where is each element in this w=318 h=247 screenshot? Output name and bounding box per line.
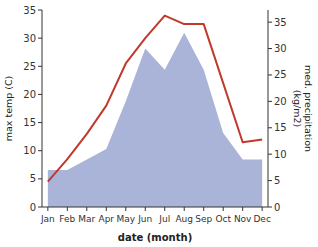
y2-tick bbox=[268, 22, 272, 23]
x-tick bbox=[67, 207, 68, 211]
x-tick-label: Jun bbox=[137, 214, 152, 224]
temp-line bbox=[48, 16, 262, 182]
y-tick-label: 20 bbox=[23, 89, 36, 100]
y-axis-line bbox=[42, 10, 43, 207]
y2-tick bbox=[268, 74, 272, 75]
y-tick-label: 30 bbox=[23, 33, 36, 44]
x-tick bbox=[164, 207, 165, 211]
y2-tick bbox=[268, 207, 272, 208]
y-tick bbox=[38, 150, 42, 151]
x-tick-label: Mar bbox=[78, 214, 95, 224]
y2-tick-label: 30 bbox=[274, 43, 287, 54]
y2-tick bbox=[268, 180, 272, 181]
y2-tick-label: 25 bbox=[274, 69, 287, 80]
x-tick bbox=[242, 207, 243, 211]
x-tick bbox=[47, 207, 48, 211]
y-tick-label: 0 bbox=[30, 202, 36, 213]
x-tick-label: Aug bbox=[175, 214, 193, 224]
y2-tick bbox=[268, 127, 272, 128]
x-tick-label: Jul bbox=[158, 214, 170, 224]
x-axis-line bbox=[42, 207, 268, 208]
x-tick-label: Feb bbox=[59, 214, 75, 224]
y2-tick bbox=[268, 48, 272, 49]
x-tick-label: Sep bbox=[195, 214, 212, 224]
y2-axis-label-line: (kg/m2) bbox=[292, 90, 303, 127]
x-tick-label: Nov bbox=[234, 214, 252, 224]
y-tick bbox=[38, 122, 42, 123]
y-tick-label: 15 bbox=[23, 117, 36, 128]
x-tick bbox=[145, 207, 146, 211]
y-tick-label: 35 bbox=[23, 5, 36, 16]
x-tick bbox=[86, 207, 87, 211]
y2-axis-line bbox=[268, 10, 269, 207]
y2-tick-label: 35 bbox=[274, 17, 287, 28]
x-tick bbox=[203, 207, 204, 211]
y-tick bbox=[38, 94, 42, 95]
y-tick bbox=[38, 10, 42, 11]
y2-tick-label: 5 bbox=[274, 175, 280, 186]
x-tick bbox=[106, 207, 107, 211]
chart: 0 5 10 15 20 25 30 35 0 5 10 15 20 25 30 35 Jan FebMar Apr… bbox=[0, 0, 318, 247]
y-axis-label: max temp (C) bbox=[3, 76, 14, 142]
y2-tick bbox=[268, 154, 272, 155]
y2-axis-label-line: med. precipitation bbox=[303, 65, 314, 152]
precip-area bbox=[48, 33, 262, 207]
y-tick bbox=[38, 207, 42, 208]
x-tick bbox=[262, 207, 263, 211]
x-tick-label: Jan bbox=[40, 214, 55, 224]
y-tick bbox=[38, 178, 42, 179]
x-tick-label: May bbox=[116, 214, 135, 224]
y2-tick-label: 0 bbox=[274, 202, 280, 213]
x-tick bbox=[125, 207, 126, 211]
y-tick-label: 5 bbox=[30, 173, 36, 184]
y-tick bbox=[38, 66, 42, 67]
y2-tick-label: 20 bbox=[274, 96, 287, 107]
x-axis-label: date (month) bbox=[118, 232, 192, 243]
y2-tick-label: 15 bbox=[274, 122, 287, 133]
plot-area bbox=[48, 16, 262, 207]
x-tick-label: Apr bbox=[99, 214, 115, 224]
y-tick-label: 25 bbox=[23, 61, 36, 72]
y2-tick-label: 10 bbox=[274, 149, 287, 160]
x-tick-label: Dec bbox=[253, 214, 270, 224]
y2-tick bbox=[268, 101, 272, 102]
y-tick bbox=[38, 38, 42, 39]
x-tick bbox=[184, 207, 185, 211]
x-tick-label: Oct bbox=[215, 214, 231, 224]
x-tick bbox=[223, 207, 224, 211]
y2-axis-label: med. precipitation(kg/m2) bbox=[292, 65, 314, 152]
y-tick-label: 10 bbox=[23, 145, 36, 156]
